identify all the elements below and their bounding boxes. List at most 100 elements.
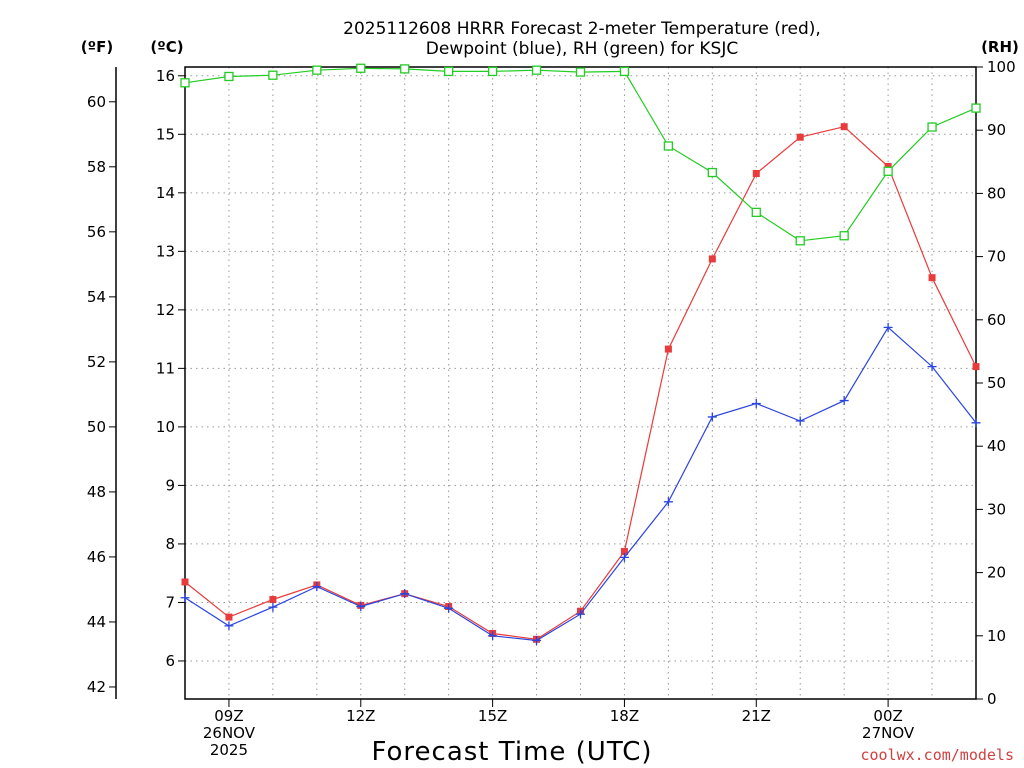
grid-lines bbox=[185, 67, 976, 699]
rh-tick-label: 70 bbox=[987, 248, 1006, 266]
fahrenheit-tick-label: 42 bbox=[87, 678, 106, 696]
rh-tick-label: 40 bbox=[987, 437, 1006, 455]
dewpoint-point bbox=[883, 322, 893, 332]
data-series bbox=[180, 63, 981, 645]
temperature-point bbox=[708, 255, 716, 263]
x-tick-label: 2025 bbox=[210, 741, 248, 759]
fahrenheit-tick-label: 46 bbox=[87, 548, 106, 566]
temperature-point bbox=[884, 162, 892, 170]
x-tick-label: 21Z bbox=[742, 707, 771, 725]
fahrenheit-tick-label: 54 bbox=[87, 288, 106, 306]
rh-point bbox=[444, 66, 454, 77]
source-credit: coolwx.com/models bbox=[860, 746, 1014, 764]
chart-title: 2025112608 HRRR Forecast 2-meter Tempera… bbox=[343, 19, 821, 59]
celsius-tick-label: 12 bbox=[156, 301, 175, 319]
dewpoint-point bbox=[488, 631, 498, 641]
celsius-tick-label: 16 bbox=[156, 67, 175, 85]
dewpoint-point bbox=[795, 416, 805, 426]
rh-unit-label: (RH) bbox=[981, 38, 1019, 56]
rh-tick-label: 10 bbox=[987, 627, 1006, 645]
celsius-tick-label: 10 bbox=[156, 418, 175, 436]
x-tick-label: 18Z bbox=[610, 707, 639, 725]
temperature-point bbox=[796, 133, 804, 141]
rh-point bbox=[531, 65, 542, 75]
temperature-point bbox=[840, 123, 848, 131]
celsius-tick-label: 13 bbox=[156, 242, 175, 260]
rh-point bbox=[971, 103, 981, 113]
celsius-tick-label: 7 bbox=[165, 593, 175, 611]
temperature-point bbox=[664, 345, 672, 353]
rh-point bbox=[751, 207, 761, 218]
dewpoint-point bbox=[180, 593, 190, 603]
x-tick-label: 15Z bbox=[478, 707, 507, 725]
series-rh bbox=[180, 63, 981, 246]
fahrenheit-tick-label: 48 bbox=[87, 483, 106, 501]
celsius-tick-label: 14 bbox=[156, 184, 175, 202]
dewpoint-point bbox=[707, 412, 717, 422]
fahrenheit-tick-label: 50 bbox=[87, 418, 106, 436]
rh-tick-label: 0 bbox=[987, 690, 997, 708]
dewpoint-point bbox=[971, 418, 981, 428]
temperature-point bbox=[269, 596, 277, 604]
rh-point bbox=[795, 236, 805, 246]
dewpoint-point bbox=[576, 609, 585, 619]
temperature-point bbox=[181, 578, 189, 586]
rh-tick-label: 30 bbox=[987, 500, 1006, 518]
series-temperature bbox=[181, 123, 980, 643]
rh-tick-label: 90 bbox=[987, 121, 1006, 139]
rh-point bbox=[268, 70, 278, 80]
fahrenheit-tick-label: 44 bbox=[87, 613, 106, 631]
dewpoint-point bbox=[619, 552, 629, 562]
dewpoint-point bbox=[663, 497, 673, 507]
series-line-dewpoint bbox=[184, 326, 977, 642]
celsius-tick-label: 9 bbox=[165, 476, 175, 494]
rh-point bbox=[356, 63, 366, 73]
rh-tick-label: 20 bbox=[987, 564, 1006, 582]
dewpoint-point bbox=[927, 362, 937, 372]
temperature-point bbox=[928, 274, 936, 282]
celsius-unit-label: (ºC) bbox=[150, 38, 183, 56]
rh-tick-label: 50 bbox=[987, 374, 1006, 392]
rh-point bbox=[839, 231, 849, 241]
fahrenheit-tick-label: 58 bbox=[87, 158, 106, 176]
fahrenheit-unit-label: (ºF) bbox=[81, 38, 113, 56]
x-tick-label: 00Z bbox=[873, 707, 902, 725]
rh-point bbox=[400, 64, 410, 74]
fahrenheit-tick-label: 60 bbox=[87, 93, 106, 111]
rh-point bbox=[312, 65, 322, 75]
title-line-1: 2025112608 HRRR Forecast 2-meter Tempera… bbox=[343, 19, 821, 39]
x-axis-label: Forecast Time (UTC) bbox=[371, 737, 652, 767]
temperature-point bbox=[225, 613, 233, 621]
rh-tick-label: 60 bbox=[987, 311, 1006, 329]
dewpoint-point bbox=[312, 582, 322, 592]
dewpoint-point bbox=[268, 602, 278, 612]
rh-point bbox=[487, 66, 498, 77]
temperature-point bbox=[752, 170, 760, 178]
x-tick-label: 26NOV bbox=[203, 724, 256, 742]
temperature-point bbox=[972, 363, 980, 371]
celsius-tick-label: 8 bbox=[165, 535, 175, 553]
rh-tick-label: 80 bbox=[987, 184, 1006, 202]
dewpoint-point bbox=[751, 398, 761, 408]
x-tick-label: 09Z bbox=[214, 707, 243, 725]
dewpoint-point bbox=[224, 621, 234, 631]
celsius-tick-label: 6 bbox=[165, 652, 175, 670]
dewpoint-point bbox=[444, 603, 454, 613]
rh-point bbox=[883, 166, 893, 176]
fahrenheit-tick-label: 56 bbox=[87, 223, 106, 241]
fahrenheit-tick-label: 52 bbox=[87, 353, 106, 371]
rh-tick-label: 100 bbox=[987, 58, 1016, 76]
axes: 6 7 8 9 10 11 12 13 14 15 16 42 44 46 48 50 52 54 56 58 60 0 1… bbox=[87, 58, 1016, 759]
series-line-rh bbox=[184, 67, 977, 242]
series-dewpoint bbox=[180, 322, 981, 645]
x-tick-label: 12Z bbox=[346, 707, 375, 725]
celsius-tick-label: 15 bbox=[156, 125, 175, 143]
celsius-tick-label: 11 bbox=[156, 359, 175, 377]
rh-point bbox=[224, 71, 234, 82]
dewpoint-point bbox=[839, 396, 849, 406]
dewpoint-point bbox=[400, 589, 410, 599]
rh-point bbox=[663, 141, 674, 151]
rh-point bbox=[707, 167, 717, 178]
temperature-point bbox=[620, 548, 628, 556]
